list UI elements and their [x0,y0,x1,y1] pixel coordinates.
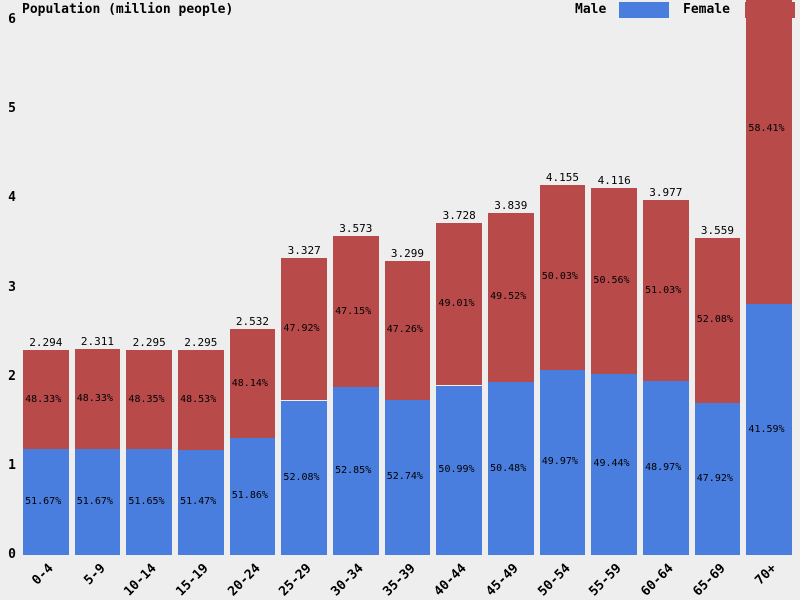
legend-label-female: Female [683,2,730,17]
bar-male-pct: 50.48% [490,463,526,474]
bar-female-pct: 48.33% [77,393,113,404]
bar-male-pct: 52.85% [335,465,371,476]
bar-male-pct: 52.08% [283,472,319,483]
bar-total-label: 3.728 [432,209,485,222]
bar-male-pct: 51.67% [77,496,113,507]
bar-female-pct: 52.08% [697,314,733,325]
bar-male-pct: 49.97% [542,456,578,467]
bar-male-pct: 51.86% [232,490,268,501]
bar-total-label: 2.311 [71,335,124,348]
legend-swatch-male [619,2,669,18]
bar-male-pct: 41.59% [748,424,784,435]
bar-total-label: 4.155 [536,171,589,184]
bar-total-label: 2.532 [226,315,279,328]
bar-female-pct: 47.26% [387,324,423,335]
legend-label-male: Male [575,2,606,17]
bar-male-pct: 51.65% [128,496,164,507]
y-tick: 2 [2,369,16,384]
bar-total-label: 3.573 [329,222,382,235]
bar-female-pct: 49.01% [438,298,474,309]
y-tick: 3 [2,280,16,295]
bar-female-pct: 58.41% [748,123,784,134]
bar-female-pct: 48.35% [128,394,164,405]
bar-female-pct: 50.56% [593,275,629,286]
bar-male-pct: 48.97% [645,462,681,473]
y-tick: 0 [2,547,16,562]
y-tick: 4 [2,190,16,205]
bar-female-pct: 48.14% [232,378,268,389]
bar-female-pct: 49.52% [490,291,526,302]
bar-male-pct: 49.44% [593,458,629,469]
bar-female-pct: 50.03% [542,271,578,282]
bar-male-pct: 51.67% [25,496,61,507]
bar-total-label: 3.839 [484,199,537,212]
legend-swatch-female [745,2,795,18]
bar-total-label: 2.294 [19,336,72,349]
y-axis-title: Population (million people) [22,2,233,17]
bar-total-label: 3.977 [639,186,692,199]
bar-female-pct: 47.15% [335,306,371,317]
population-chart: Population (million people) 0 1 2 3 4 5 6 2.29… [0,0,800,600]
bar-total-label: 2.295 [122,336,175,349]
bar-female-pct: 48.33% [25,394,61,405]
bar-total-label: 3.299 [381,247,434,260]
bar-total-label: 3.559 [691,224,744,237]
bar-total-label: 2.295 [174,336,227,349]
y-tick: 6 [2,12,16,27]
bar-female-pct: 47.92% [283,323,319,334]
bar-female-pct: 51.03% [645,285,681,296]
bar-male-pct: 50.99% [438,464,474,475]
bar-female-pct: 48.53% [180,394,216,405]
bar-male-pct: 52.74% [387,471,423,482]
bar-total-label: 3.327 [277,244,330,257]
x-tick: 0-4 [0,561,56,600]
bar-male-pct: 51.47% [180,496,216,507]
bar-total-label: 4.116 [587,174,640,187]
y-tick: 1 [2,458,16,473]
y-tick: 5 [2,101,16,116]
bar-male-pct: 47.92% [697,473,733,484]
bar-female [746,0,791,304]
